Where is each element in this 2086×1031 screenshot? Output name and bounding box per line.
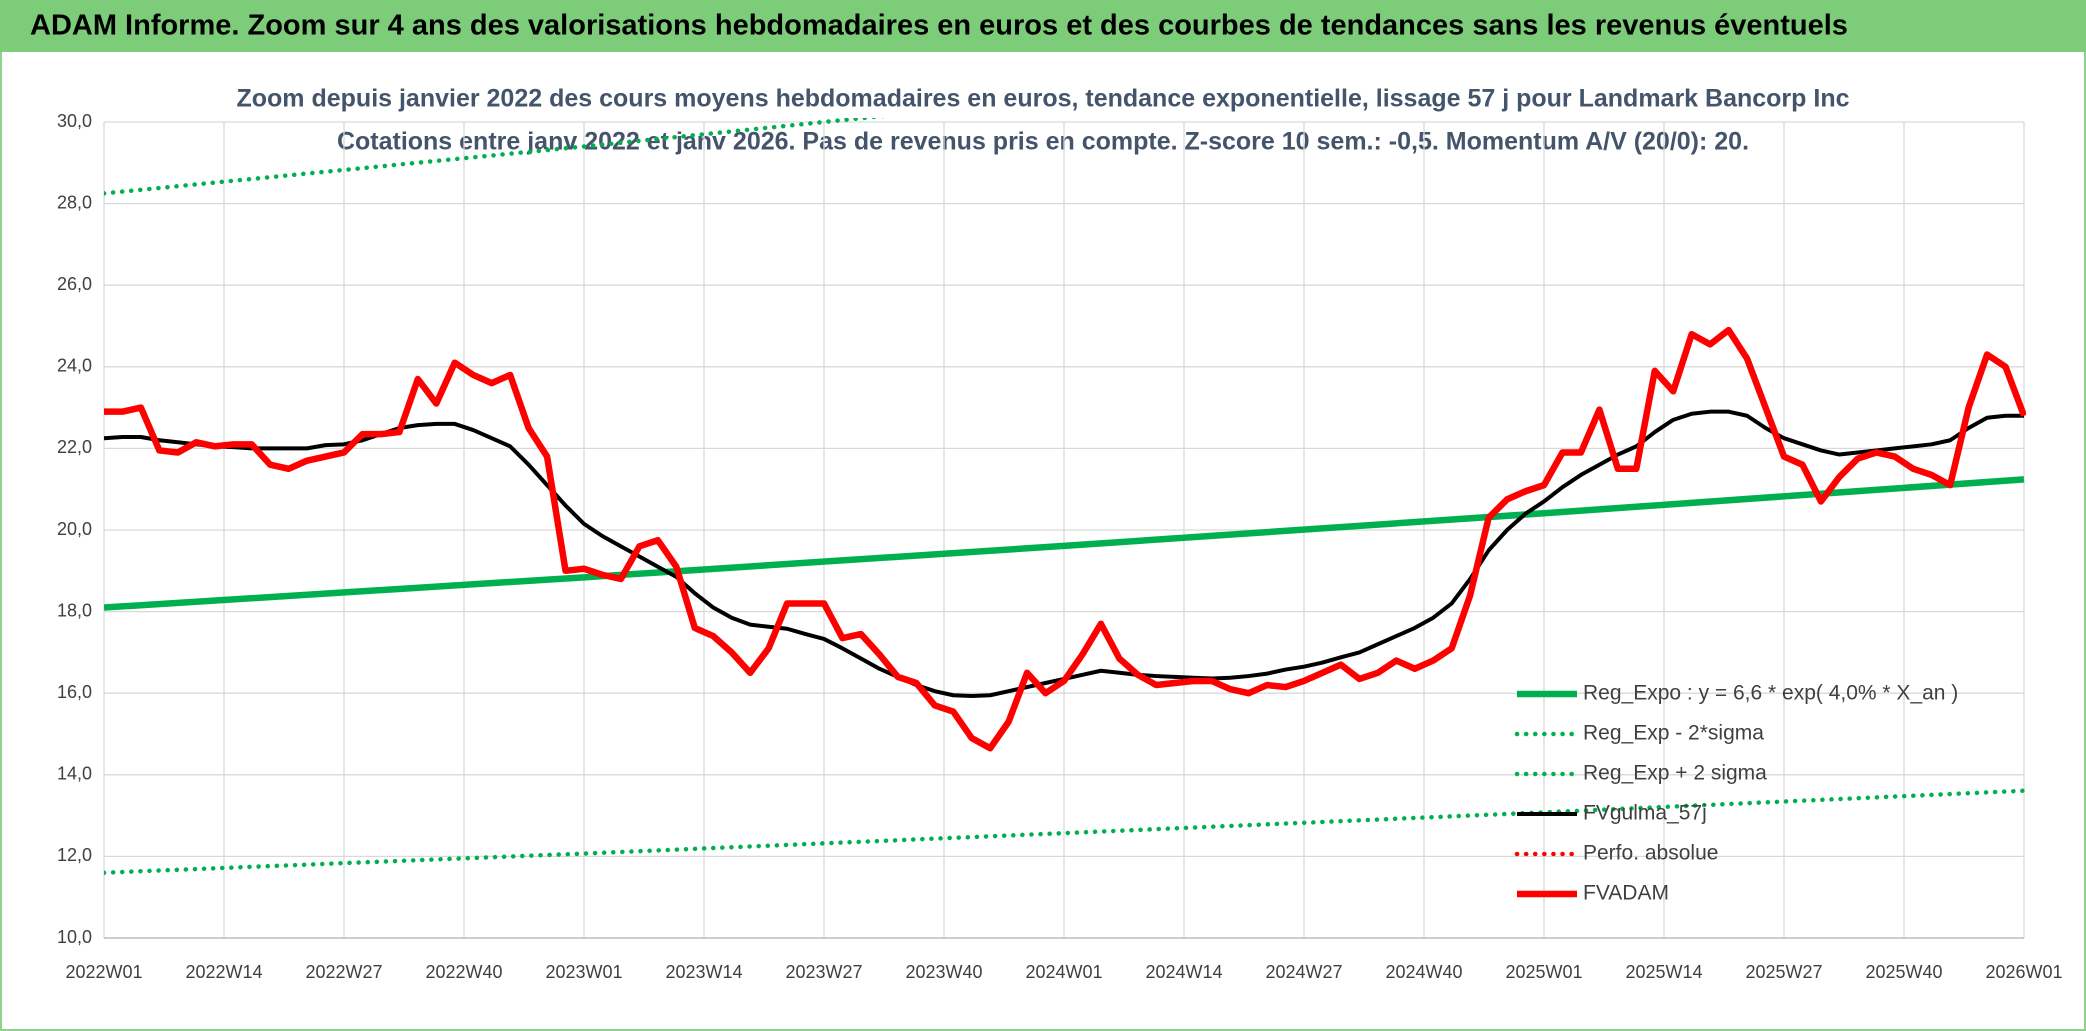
y-tick-label: 30,0 [57, 111, 92, 131]
plot-area [104, 118, 2026, 875]
x-tick-label: 2025W01 [1505, 962, 1582, 982]
y-tick-label: 18,0 [57, 600, 92, 620]
legend-label: Reg_Exp - 2*sigma [1583, 722, 1764, 745]
chart-subtitle: Cotations entre janv 2022 et janv 2026. … [337, 128, 1749, 156]
x-tick-label: 2022W14 [185, 962, 262, 982]
x-tick-label: 2022W27 [305, 962, 382, 982]
series-line [104, 476, 2025, 611]
legend-label: Perfo. absolue [1583, 842, 1718, 865]
legend-label: FVgulma_57j [1583, 802, 1707, 825]
y-tick-label: 12,0 [57, 845, 92, 865]
x-tick-label: 2026W01 [1985, 962, 2062, 982]
y-tick-label: 14,0 [57, 764, 92, 784]
header-title: ADAM Informe. Zoom sur 4 ans des valoris… [30, 10, 1848, 42]
legend-label: Reg_Expo : y = 6,6 * exp( 4,0% * X_an ) [1583, 682, 1958, 705]
x-tick-label: 2022W40 [425, 962, 502, 982]
x-tick-label: 2024W14 [1145, 962, 1222, 982]
series-line [104, 326, 2026, 752]
x-tick-label: 2024W27 [1265, 962, 1342, 982]
x-tick-label: 2025W14 [1625, 962, 1702, 982]
y-tick-label: 10,0 [57, 927, 92, 947]
x-tick-label: 2023W27 [785, 962, 862, 982]
y-tick-label: 26,0 [57, 274, 92, 294]
y-tick-label: 22,0 [57, 437, 92, 457]
y-tick-label: 28,0 [57, 192, 92, 212]
y-tick-label: 16,0 [57, 682, 92, 702]
y-tick-label: 24,0 [57, 356, 92, 376]
legend-label: Reg_Exp + 2 sigma [1583, 762, 1767, 785]
grid [103, 121, 2025, 939]
x-tick-label: 2025W27 [1745, 962, 1822, 982]
x-tick-label: 2023W14 [665, 962, 742, 982]
y-tick-label: 20,0 [57, 519, 92, 539]
x-tick-label: 2024W40 [1385, 962, 1462, 982]
chart-title: Zoom depuis janvier 2022 des cours moyen… [236, 85, 1849, 113]
x-tick-label: 2024W01 [1025, 962, 1102, 982]
legend-label: FVADAM [1583, 882, 1669, 905]
x-tick-label: 2023W01 [545, 962, 622, 982]
x-tick-label: 2025W40 [1865, 962, 1942, 982]
series-line [104, 788, 2026, 875]
x-tick-label: 2022W01 [65, 962, 142, 982]
header-bar [0, 0, 2086, 52]
axes: 10,0 12,0 14,0 16,0 18,0 20,0 22,0 24,0 26,0 28,0… [57, 111, 2063, 982]
x-tick-label: 2023W40 [905, 962, 982, 982]
